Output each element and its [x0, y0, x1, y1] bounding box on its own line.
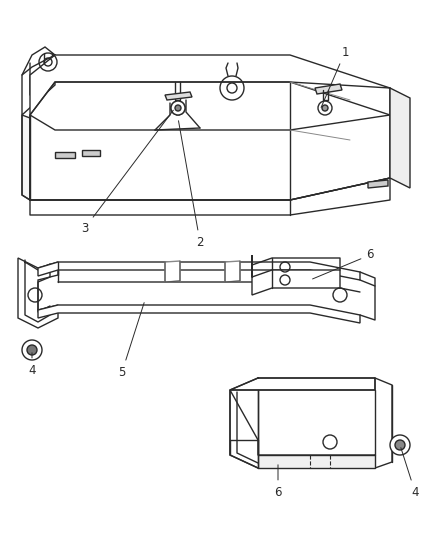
Text: 1: 1 — [321, 45, 349, 108]
Polygon shape — [230, 390, 375, 468]
Polygon shape — [55, 152, 75, 158]
Circle shape — [395, 440, 405, 450]
Text: 4: 4 — [401, 448, 419, 498]
Polygon shape — [165, 261, 180, 282]
Circle shape — [22, 340, 42, 360]
Polygon shape — [38, 262, 360, 280]
Polygon shape — [258, 455, 375, 468]
Circle shape — [175, 105, 181, 111]
Polygon shape — [368, 180, 388, 188]
Polygon shape — [230, 378, 375, 390]
Circle shape — [171, 101, 185, 115]
Circle shape — [322, 105, 328, 111]
Text: 6: 6 — [313, 248, 374, 279]
Polygon shape — [30, 55, 390, 115]
Polygon shape — [225, 261, 240, 282]
Text: 3: 3 — [81, 110, 173, 235]
Polygon shape — [252, 255, 340, 295]
Circle shape — [175, 105, 181, 111]
Circle shape — [27, 345, 37, 355]
Polygon shape — [30, 115, 390, 200]
Polygon shape — [18, 258, 58, 328]
Polygon shape — [315, 84, 342, 94]
Polygon shape — [82, 150, 100, 156]
Polygon shape — [165, 92, 192, 100]
Circle shape — [390, 435, 410, 455]
Polygon shape — [390, 88, 410, 188]
Polygon shape — [22, 115, 30, 200]
Text: 5: 5 — [118, 303, 144, 378]
Polygon shape — [38, 305, 360, 323]
Text: 4: 4 — [28, 353, 36, 376]
Text: 2: 2 — [179, 121, 204, 248]
Text: 6: 6 — [274, 465, 282, 498]
Polygon shape — [22, 47, 55, 115]
